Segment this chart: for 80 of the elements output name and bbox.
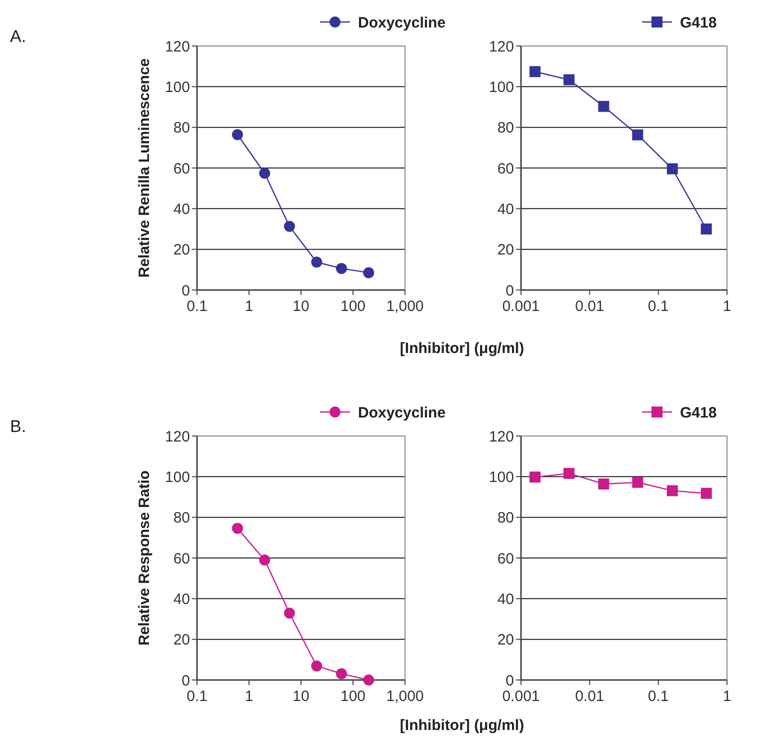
x-tick-label: 1,000	[386, 298, 424, 315]
y-tick-label: 20	[497, 632, 514, 649]
point	[363, 267, 374, 278]
y-tick-label: 100	[164, 78, 190, 96]
y-tick-label: 60	[173, 160, 190, 178]
point	[259, 168, 270, 179]
y-tick-label: 20	[497, 242, 514, 259]
point	[700, 224, 712, 234]
legend-label: Doxycycline	[358, 14, 446, 32]
point	[311, 256, 322, 268]
y-tick-label: 60	[497, 160, 514, 178]
point	[563, 74, 574, 86]
y-axis-title: Relative Response Ratio	[136, 470, 153, 646]
x-axis-title: [Inhibitor] (μg/ml)	[400, 340, 524, 357]
point	[259, 554, 270, 566]
x-tick-label: 10	[292, 688, 310, 705]
y-tick-label: 0	[182, 672, 190, 690]
y-tick-label: 120	[164, 428, 190, 446]
legend-label: G418	[680, 14, 717, 32]
x-tick-label: 0.1	[648, 298, 669, 315]
x-tick-label: 0.1	[186, 688, 208, 705]
point	[598, 100, 610, 112]
point	[336, 262, 347, 274]
x-tick-label: 100	[340, 688, 366, 705]
y-axis-title: Relative Renilla Luminescence	[136, 58, 153, 278]
y-tick-label: 20	[173, 242, 190, 259]
x-tick-label: 10	[292, 298, 310, 315]
point	[666, 163, 678, 174]
point	[311, 660, 322, 672]
point	[700, 488, 712, 499]
y-tick-label: 100	[488, 468, 514, 486]
y-tick-label: 80	[497, 510, 514, 527]
x-axis-title: [Inhibitor] (μg/ml)	[400, 717, 524, 734]
x-tick-label: 0.01	[575, 688, 604, 705]
point	[530, 66, 541, 78]
y-tick-label: 0	[506, 282, 514, 300]
x-tick-label: 1	[244, 688, 254, 705]
x-tick-label: 1	[722, 688, 732, 705]
x-tick-label: 1	[244, 298, 254, 315]
y-tick-label: 100	[488, 78, 514, 96]
y-tick-label: 40	[497, 590, 514, 608]
x-tick-label: 1,000	[386, 688, 424, 705]
x-tick-label: 0.001	[502, 688, 540, 705]
y-tick-label: 80	[497, 120, 514, 137]
y-tick-label: 120	[164, 38, 190, 56]
legend-label: G418	[680, 404, 717, 422]
y-tick-label: 40	[173, 590, 190, 608]
point	[232, 129, 243, 140]
x-tick-label: 0.1	[648, 688, 669, 705]
point	[336, 668, 347, 680]
y-tick-label: 100	[164, 468, 190, 486]
point	[563, 468, 574, 479]
point	[598, 478, 610, 490]
point	[632, 476, 644, 488]
y-tick-label: 120	[488, 428, 514, 446]
point	[284, 220, 295, 232]
y-tick-label: 80	[173, 510, 190, 527]
y-tick-label: 0	[506, 672, 514, 690]
y-tick-label: 60	[173, 550, 190, 568]
y-tick-label: 0	[182, 282, 190, 300]
y-tick-label: 120	[488, 38, 514, 56]
x-tick-label: 0.001	[502, 298, 540, 315]
text: A.	[10, 27, 26, 46]
point	[666, 485, 678, 496]
y-tick-label: 40	[497, 200, 514, 218]
point	[530, 472, 541, 483]
y-tick-label: 20	[173, 632, 190, 649]
y-tick-label: 40	[173, 200, 190, 218]
x-tick-label: 1	[722, 298, 732, 315]
x-tick-label: 0.1	[186, 298, 208, 315]
x-tick-label: 100	[340, 298, 366, 315]
point	[284, 608, 295, 619]
legend-label: Doxycycline	[358, 404, 446, 422]
point	[632, 129, 644, 140]
text: B.	[10, 417, 26, 436]
y-tick-label: 80	[173, 120, 190, 137]
point	[232, 522, 243, 534]
y-tick-label: 60	[497, 550, 514, 568]
x-tick-label: 0.01	[575, 298, 604, 315]
point	[363, 674, 374, 686]
